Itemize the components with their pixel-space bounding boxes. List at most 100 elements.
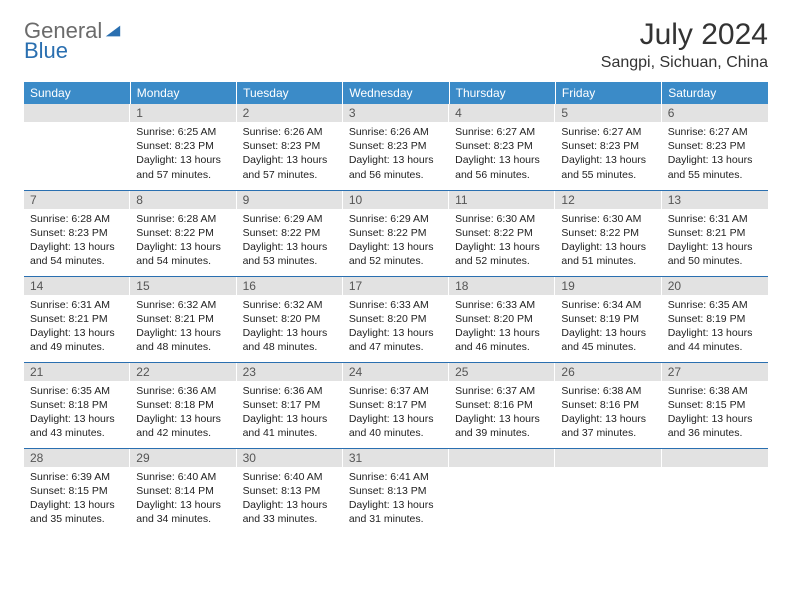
calendar-row: 28Sunrise: 6:39 AMSunset: 8:15 PMDayligh… xyxy=(24,448,768,534)
day-number xyxy=(662,449,768,467)
weekday-header: Tuesday xyxy=(237,82,343,104)
day-content: Sunrise: 6:28 AMSunset: 8:23 PMDaylight:… xyxy=(24,209,130,273)
day-content: Sunrise: 6:40 AMSunset: 8:13 PMDaylight:… xyxy=(237,467,343,531)
day-number: 30 xyxy=(237,449,343,467)
calendar-table: Sunday Monday Tuesday Wednesday Thursday… xyxy=(24,82,768,534)
calendar-cell: 12Sunrise: 6:30 AMSunset: 8:22 PMDayligh… xyxy=(555,190,661,276)
day-number: 31 xyxy=(343,449,449,467)
day-number: 10 xyxy=(343,191,449,209)
day-content: Sunrise: 6:38 AMSunset: 8:15 PMDaylight:… xyxy=(662,381,768,445)
day-number: 20 xyxy=(662,277,768,295)
day-number: 26 xyxy=(555,363,661,381)
calendar-cell: 29Sunrise: 6:40 AMSunset: 8:14 PMDayligh… xyxy=(130,448,236,534)
day-content: Sunrise: 6:35 AMSunset: 8:19 PMDaylight:… xyxy=(662,295,768,359)
day-number: 23 xyxy=(237,363,343,381)
calendar-cell: 10Sunrise: 6:29 AMSunset: 8:22 PMDayligh… xyxy=(343,190,449,276)
day-content: Sunrise: 6:32 AMSunset: 8:20 PMDaylight:… xyxy=(237,295,343,359)
logo-triangle-icon xyxy=(104,22,122,40)
calendar-cell xyxy=(449,448,555,534)
day-content: Sunrise: 6:41 AMSunset: 8:13 PMDaylight:… xyxy=(343,467,449,531)
calendar-cell: 4Sunrise: 6:27 AMSunset: 8:23 PMDaylight… xyxy=(449,104,555,190)
day-number: 27 xyxy=(662,363,768,381)
day-content: Sunrise: 6:25 AMSunset: 8:23 PMDaylight:… xyxy=(130,122,236,186)
day-number: 25 xyxy=(449,363,555,381)
day-number: 16 xyxy=(237,277,343,295)
calendar-cell: 3Sunrise: 6:26 AMSunset: 8:23 PMDaylight… xyxy=(343,104,449,190)
day-number: 7 xyxy=(24,191,130,209)
calendar-cell: 2Sunrise: 6:26 AMSunset: 8:23 PMDaylight… xyxy=(237,104,343,190)
calendar-row: 7Sunrise: 6:28 AMSunset: 8:23 PMDaylight… xyxy=(24,190,768,276)
day-number: 2 xyxy=(237,104,343,122)
day-number: 3 xyxy=(343,104,449,122)
day-content: Sunrise: 6:26 AMSunset: 8:23 PMDaylight:… xyxy=(237,122,343,186)
day-content: Sunrise: 6:36 AMSunset: 8:18 PMDaylight:… xyxy=(130,381,236,445)
day-number: 6 xyxy=(662,104,768,122)
day-number: 1 xyxy=(130,104,236,122)
day-content: Sunrise: 6:27 AMSunset: 8:23 PMDaylight:… xyxy=(555,122,661,186)
day-content: Sunrise: 6:32 AMSunset: 8:21 PMDaylight:… xyxy=(130,295,236,359)
day-number: 29 xyxy=(130,449,236,467)
calendar-cell: 8Sunrise: 6:28 AMSunset: 8:22 PMDaylight… xyxy=(130,190,236,276)
day-number: 19 xyxy=(555,277,661,295)
day-number: 24 xyxy=(343,363,449,381)
day-number: 18 xyxy=(449,277,555,295)
calendar-row: 21Sunrise: 6:35 AMSunset: 8:18 PMDayligh… xyxy=(24,362,768,448)
calendar-cell xyxy=(662,448,768,534)
calendar-cell: 7Sunrise: 6:28 AMSunset: 8:23 PMDaylight… xyxy=(24,190,130,276)
day-content: Sunrise: 6:27 AMSunset: 8:23 PMDaylight:… xyxy=(662,122,768,186)
logo-blue-row: Blue xyxy=(24,38,68,64)
day-content: Sunrise: 6:36 AMSunset: 8:17 PMDaylight:… xyxy=(237,381,343,445)
calendar-cell: 16Sunrise: 6:32 AMSunset: 8:20 PMDayligh… xyxy=(237,276,343,362)
calendar-cell: 6Sunrise: 6:27 AMSunset: 8:23 PMDaylight… xyxy=(662,104,768,190)
day-number xyxy=(24,104,130,122)
weekday-header: Sunday xyxy=(24,82,130,104)
calendar-cell: 18Sunrise: 6:33 AMSunset: 8:20 PMDayligh… xyxy=(449,276,555,362)
calendar-cell: 25Sunrise: 6:37 AMSunset: 8:16 PMDayligh… xyxy=(449,362,555,448)
day-number: 5 xyxy=(555,104,661,122)
day-content: Sunrise: 6:35 AMSunset: 8:18 PMDaylight:… xyxy=(24,381,130,445)
day-content: Sunrise: 6:33 AMSunset: 8:20 PMDaylight:… xyxy=(449,295,555,359)
day-number: 9 xyxy=(237,191,343,209)
day-number: 11 xyxy=(449,191,555,209)
calendar-cell: 9Sunrise: 6:29 AMSunset: 8:22 PMDaylight… xyxy=(237,190,343,276)
calendar-cell: 27Sunrise: 6:38 AMSunset: 8:15 PMDayligh… xyxy=(662,362,768,448)
day-number: 12 xyxy=(555,191,661,209)
title-block: July 2024 Sangpi, Sichuan, China xyxy=(601,18,768,72)
day-content: Sunrise: 6:31 AMSunset: 8:21 PMDaylight:… xyxy=(662,209,768,273)
calendar-cell: 24Sunrise: 6:37 AMSunset: 8:17 PMDayligh… xyxy=(343,362,449,448)
calendar-cell: 14Sunrise: 6:31 AMSunset: 8:21 PMDayligh… xyxy=(24,276,130,362)
calendar-body: 1Sunrise: 6:25 AMSunset: 8:23 PMDaylight… xyxy=(24,104,768,534)
day-content: Sunrise: 6:30 AMSunset: 8:22 PMDaylight:… xyxy=(555,209,661,273)
calendar-cell: 31Sunrise: 6:41 AMSunset: 8:13 PMDayligh… xyxy=(343,448,449,534)
calendar-cell: 15Sunrise: 6:32 AMSunset: 8:21 PMDayligh… xyxy=(130,276,236,362)
calendar-cell: 28Sunrise: 6:39 AMSunset: 8:15 PMDayligh… xyxy=(24,448,130,534)
calendar-cell: 1Sunrise: 6:25 AMSunset: 8:23 PMDaylight… xyxy=(130,104,236,190)
day-content: Sunrise: 6:39 AMSunset: 8:15 PMDaylight:… xyxy=(24,467,130,531)
calendar-cell xyxy=(555,448,661,534)
calendar-row: 14Sunrise: 6:31 AMSunset: 8:21 PMDayligh… xyxy=(24,276,768,362)
day-content: Sunrise: 6:31 AMSunset: 8:21 PMDaylight:… xyxy=(24,295,130,359)
day-number: 21 xyxy=(24,363,130,381)
weekday-header: Friday xyxy=(555,82,661,104)
day-content: Sunrise: 6:38 AMSunset: 8:16 PMDaylight:… xyxy=(555,381,661,445)
day-number xyxy=(449,449,555,467)
day-number: 28 xyxy=(24,449,130,467)
day-content: Sunrise: 6:37 AMSunset: 8:17 PMDaylight:… xyxy=(343,381,449,445)
calendar-cell: 19Sunrise: 6:34 AMSunset: 8:19 PMDayligh… xyxy=(555,276,661,362)
calendar-cell: 30Sunrise: 6:40 AMSunset: 8:13 PMDayligh… xyxy=(237,448,343,534)
weekday-header: Thursday xyxy=(449,82,555,104)
day-number: 4 xyxy=(449,104,555,122)
weekday-header: Saturday xyxy=(662,82,768,104)
calendar-row: 1Sunrise: 6:25 AMSunset: 8:23 PMDaylight… xyxy=(24,104,768,190)
day-number: 8 xyxy=(130,191,236,209)
day-number: 13 xyxy=(662,191,768,209)
calendar-cell: 17Sunrise: 6:33 AMSunset: 8:20 PMDayligh… xyxy=(343,276,449,362)
weekday-header-row: Sunday Monday Tuesday Wednesday Thursday… xyxy=(24,82,768,104)
calendar-cell: 21Sunrise: 6:35 AMSunset: 8:18 PMDayligh… xyxy=(24,362,130,448)
day-content: Sunrise: 6:34 AMSunset: 8:19 PMDaylight:… xyxy=(555,295,661,359)
day-content: Sunrise: 6:30 AMSunset: 8:22 PMDaylight:… xyxy=(449,209,555,273)
location-text: Sangpi, Sichuan, China xyxy=(601,54,768,72)
day-content: Sunrise: 6:29 AMSunset: 8:22 PMDaylight:… xyxy=(237,209,343,273)
weekday-header: Monday xyxy=(130,82,236,104)
day-content: Sunrise: 6:29 AMSunset: 8:22 PMDaylight:… xyxy=(343,209,449,273)
